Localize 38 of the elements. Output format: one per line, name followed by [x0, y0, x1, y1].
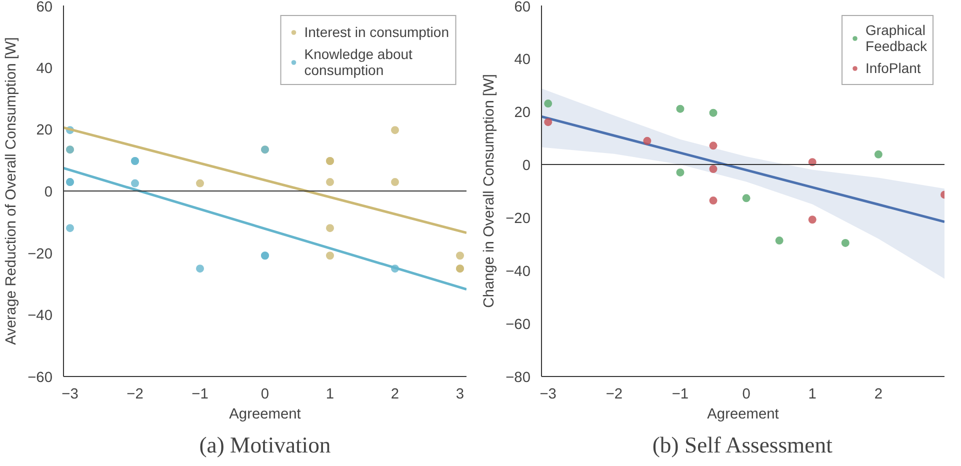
- x-tick-label: −3: [540, 386, 556, 402]
- text: (a) Motivation: [199, 432, 331, 458]
- x-tick-label: 1: [326, 386, 334, 402]
- y-tick-label: 0: [522, 158, 531, 174]
- x-tick-label: 2: [874, 386, 883, 402]
- x-tick-label: 2: [390, 386, 400, 402]
- x-axis-title: Agreement: [707, 406, 779, 422]
- legend-label: Knowledge about consumption: [304, 46, 412, 78]
- x-tick-label: 0: [742, 386, 750, 402]
- y-tick-label: 60: [514, 0, 531, 16]
- legend-label: InfoPlant: [866, 60, 921, 76]
- x-tick-label: 3: [456, 386, 464, 402]
- text: (b) Self Assessment: [652, 432, 834, 458]
- y-tick-label: 20: [36, 122, 53, 139]
- x-tick-label: −3: [62, 386, 78, 402]
- legend-label: Graphical Feedback: [866, 22, 927, 54]
- y-tick-label: 60: [36, 0, 53, 16]
- y-axis-title: Average Reduction of Overall Consumption [W]: [4, 37, 20, 345]
- x-tick-label: 1: [808, 386, 816, 402]
- y-tick-label: −40: [28, 308, 53, 324]
- x-tick-label: −2: [126, 386, 144, 402]
- x-tick-label: −2: [606, 386, 623, 402]
- y-tick-label: −60: [506, 317, 531, 333]
- y-tick-label: 20: [514, 105, 531, 121]
- y-axis-title: Change in Overall Consumption [W]: [482, 74, 498, 308]
- y-tick-label: 0: [44, 184, 53, 200]
- legend-label: Interest in consumption: [304, 24, 449, 40]
- y-tick-label: 40: [36, 60, 53, 77]
- y-tick-label: −80: [506, 370, 531, 386]
- x-tick-label: −1: [672, 386, 689, 402]
- y-tick-label: −20: [28, 246, 53, 262]
- y-tick-label: −20: [506, 211, 531, 227]
- x-axis-title: Agreement: [229, 406, 301, 422]
- x-tick-label: 0: [260, 386, 270, 402]
- y-tick-label: 40: [514, 52, 531, 68]
- y-tick-label: −40: [506, 264, 531, 280]
- x-tick-label: −1: [192, 386, 208, 402]
- y-tick-label: −60: [28, 370, 53, 386]
